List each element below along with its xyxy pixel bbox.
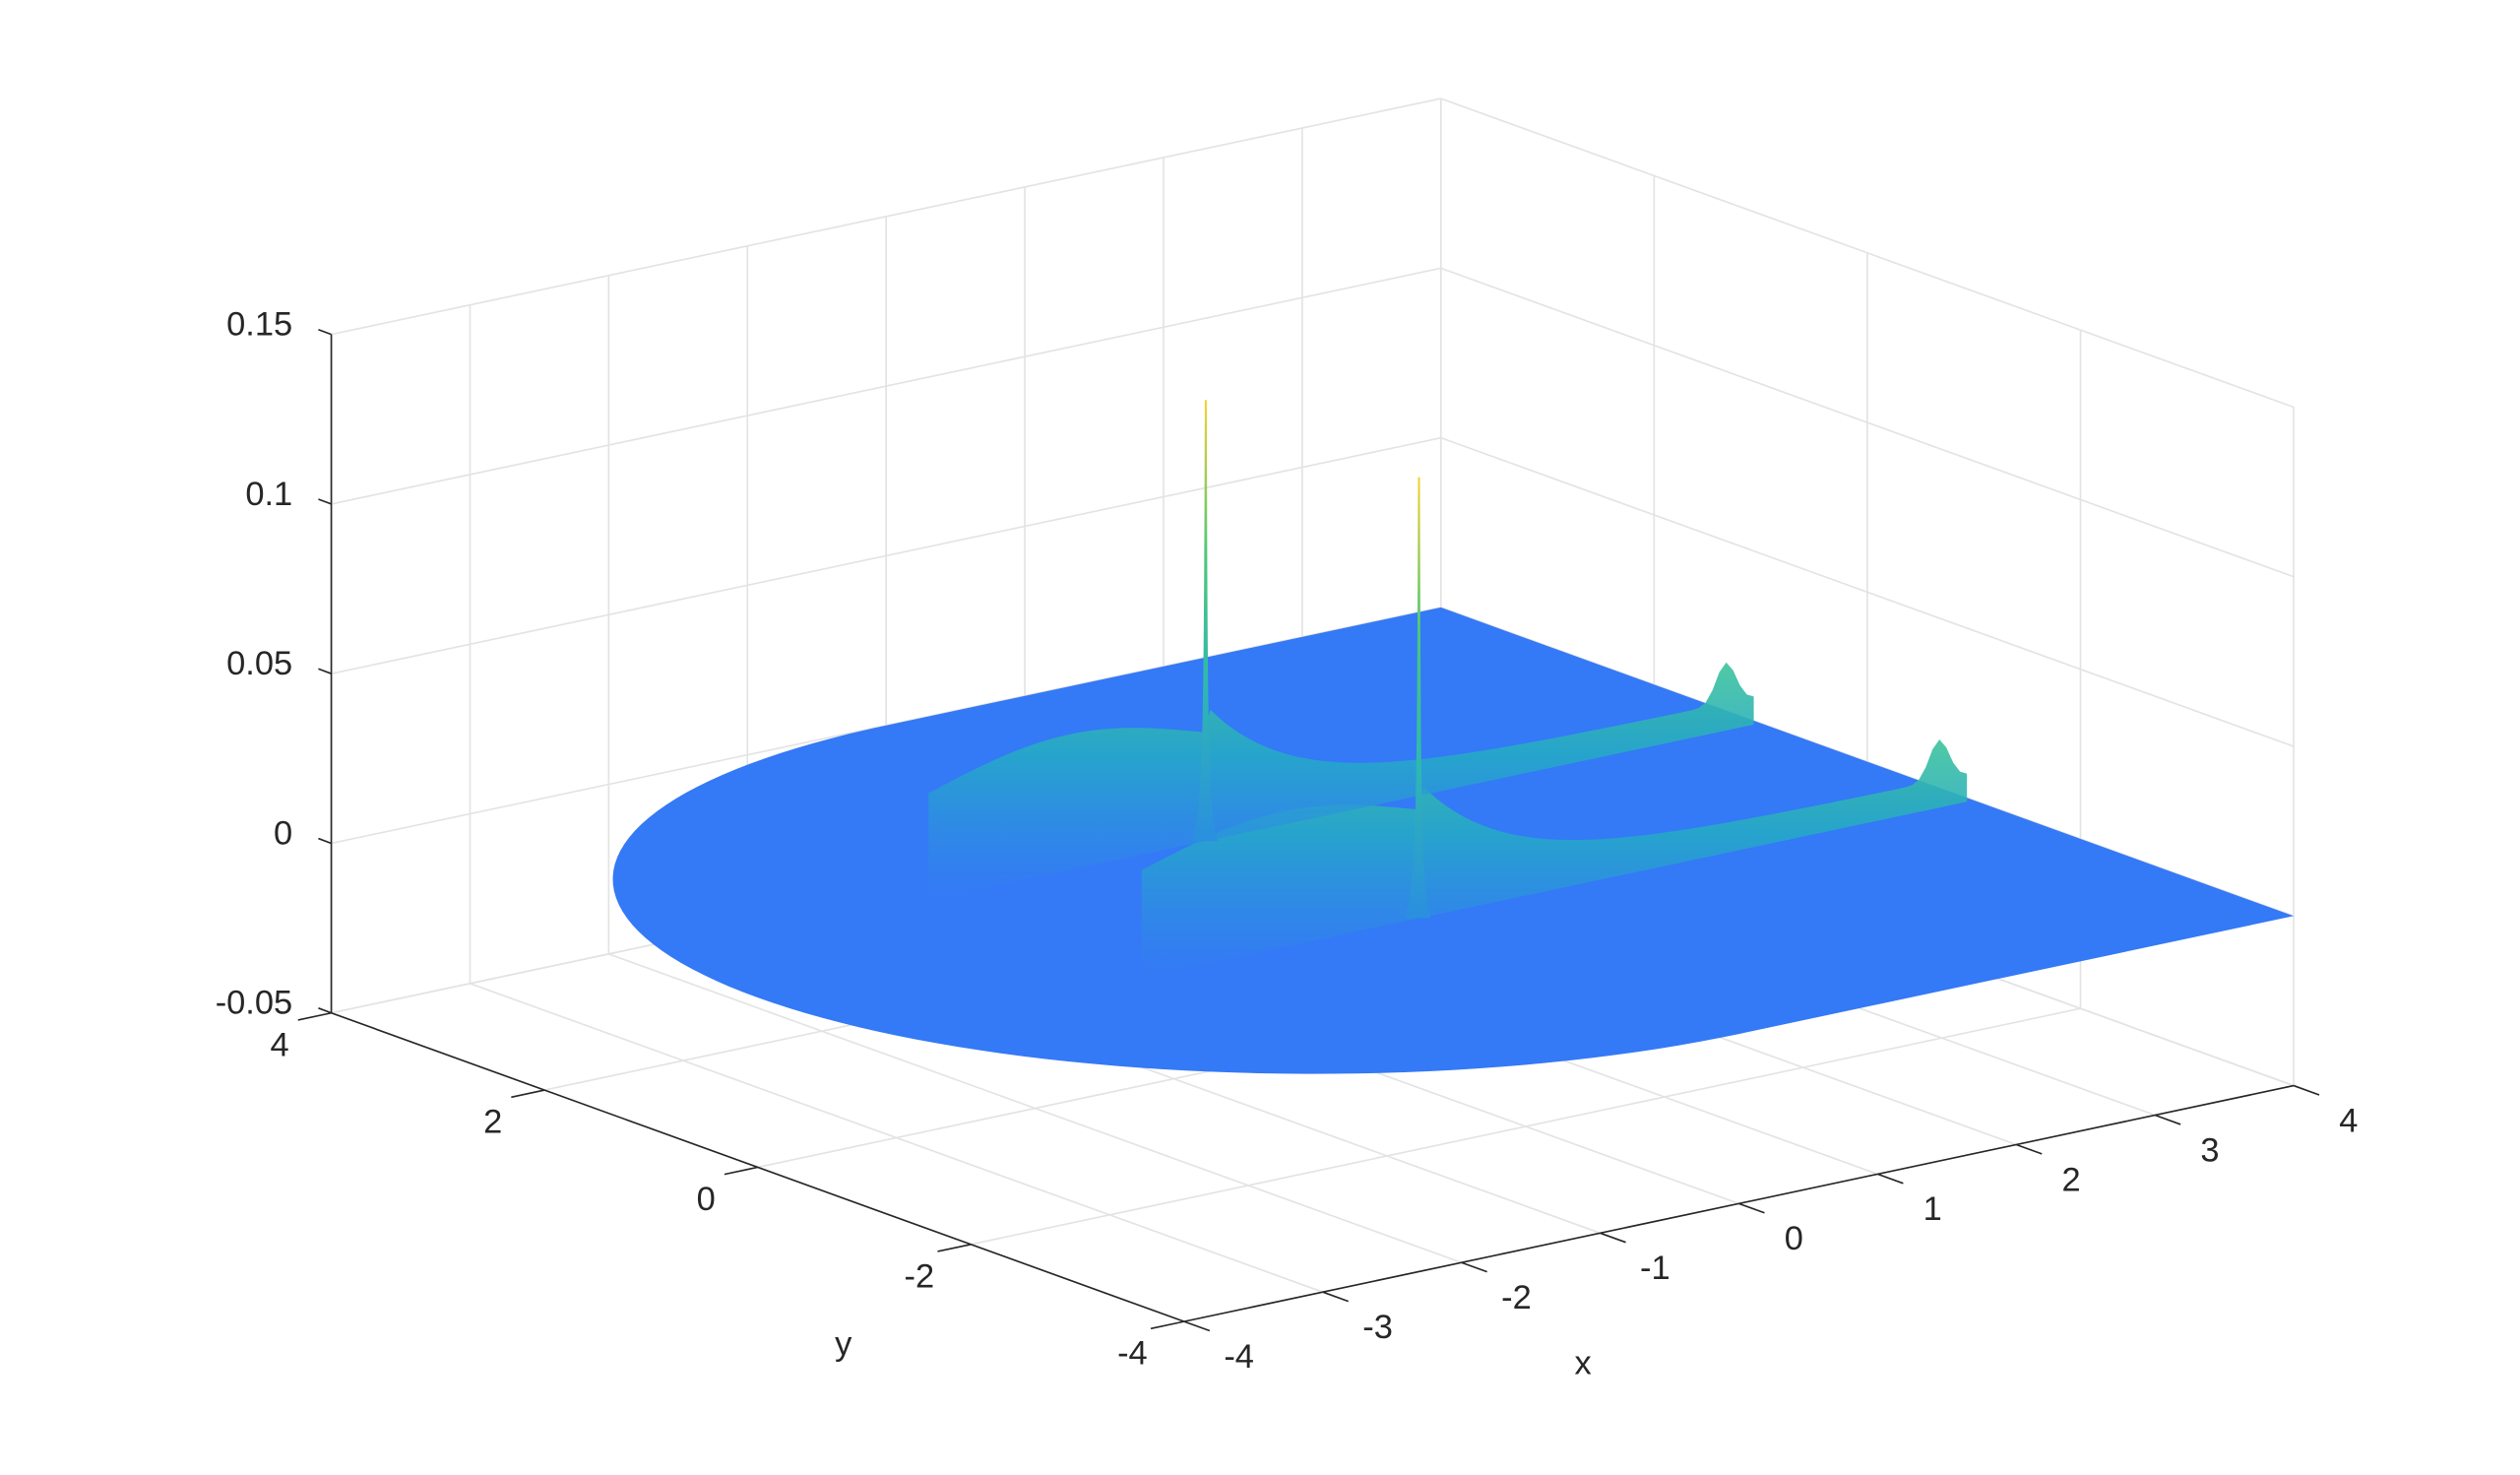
grid-line bbox=[331, 436, 1441, 674]
z-tick bbox=[318, 837, 332, 845]
x-tick bbox=[1183, 1320, 1211, 1332]
ridge bbox=[928, 662, 1754, 901]
grid-line bbox=[331, 97, 1441, 336]
ridge bbox=[1141, 739, 1968, 978]
y-tick bbox=[937, 1243, 972, 1252]
x-tick-label: 3 bbox=[2200, 1131, 2219, 1169]
y-tick-label: 0 bbox=[697, 1181, 716, 1218]
x-tick-label: -2 bbox=[1501, 1279, 1532, 1316]
z-tick-label: 0 bbox=[274, 814, 292, 852]
grid-line bbox=[331, 267, 1441, 505]
x-tick bbox=[2154, 1114, 2181, 1125]
peak bbox=[1404, 477, 1431, 919]
x-tick bbox=[2293, 1084, 2320, 1096]
grid-line bbox=[1440, 607, 2295, 918]
z-tick-label: 0.15 bbox=[226, 306, 292, 344]
peak bbox=[1191, 400, 1218, 842]
x-axis-label: x bbox=[1575, 1345, 1592, 1382]
z-tick-label: 0.05 bbox=[226, 645, 292, 682]
x-tick-label: -1 bbox=[1640, 1250, 1670, 1287]
x-tick-label: 2 bbox=[2061, 1161, 2080, 1198]
x-tick-label: -4 bbox=[1224, 1338, 1254, 1376]
x-tick-label: -3 bbox=[1362, 1309, 1393, 1346]
surface bbox=[612, 400, 2295, 1074]
grid-line bbox=[971, 1007, 2081, 1246]
y-axis-label: y bbox=[835, 1325, 852, 1363]
x-tick bbox=[1461, 1261, 1487, 1273]
z-tick bbox=[318, 1007, 332, 1014]
z-tick bbox=[318, 498, 332, 505]
y-tick bbox=[511, 1089, 545, 1099]
y-axis bbox=[331, 1011, 1185, 1322]
z-tick-label: 0.1 bbox=[245, 476, 292, 513]
grid-line bbox=[1440, 267, 2295, 578]
x-tick bbox=[1877, 1173, 1904, 1185]
y-tick-label: 2 bbox=[483, 1104, 502, 1141]
x-tick-label: 4 bbox=[2339, 1102, 2358, 1139]
x-tick bbox=[1600, 1232, 1626, 1244]
y-tick-label: -2 bbox=[904, 1257, 934, 1295]
grid-line bbox=[1440, 436, 2295, 747]
x-tick bbox=[2015, 1143, 2043, 1155]
x-tick bbox=[1738, 1202, 1765, 1214]
x-tick-label: 1 bbox=[1923, 1190, 1942, 1228]
axes: -4 -3 -2 -1 0 1 2 3 4 -4 -2 0 2 4 -0.05 0 0.05 0.1 0.15 bbox=[216, 306, 2359, 1376]
x-tick bbox=[1322, 1291, 1350, 1303]
y-tick bbox=[724, 1166, 758, 1176]
y-tick bbox=[297, 1011, 332, 1021]
z-tick bbox=[318, 668, 332, 674]
grid-line bbox=[1440, 97, 2295, 409]
y-tick bbox=[1150, 1320, 1185, 1330]
x-tick-label: 0 bbox=[1785, 1220, 1803, 1257]
y-tick-label: 4 bbox=[270, 1026, 288, 1063]
z-tick-label: -0.05 bbox=[216, 985, 293, 1022]
z-tick bbox=[318, 328, 332, 336]
y-tick-label: -4 bbox=[1117, 1335, 1148, 1373]
